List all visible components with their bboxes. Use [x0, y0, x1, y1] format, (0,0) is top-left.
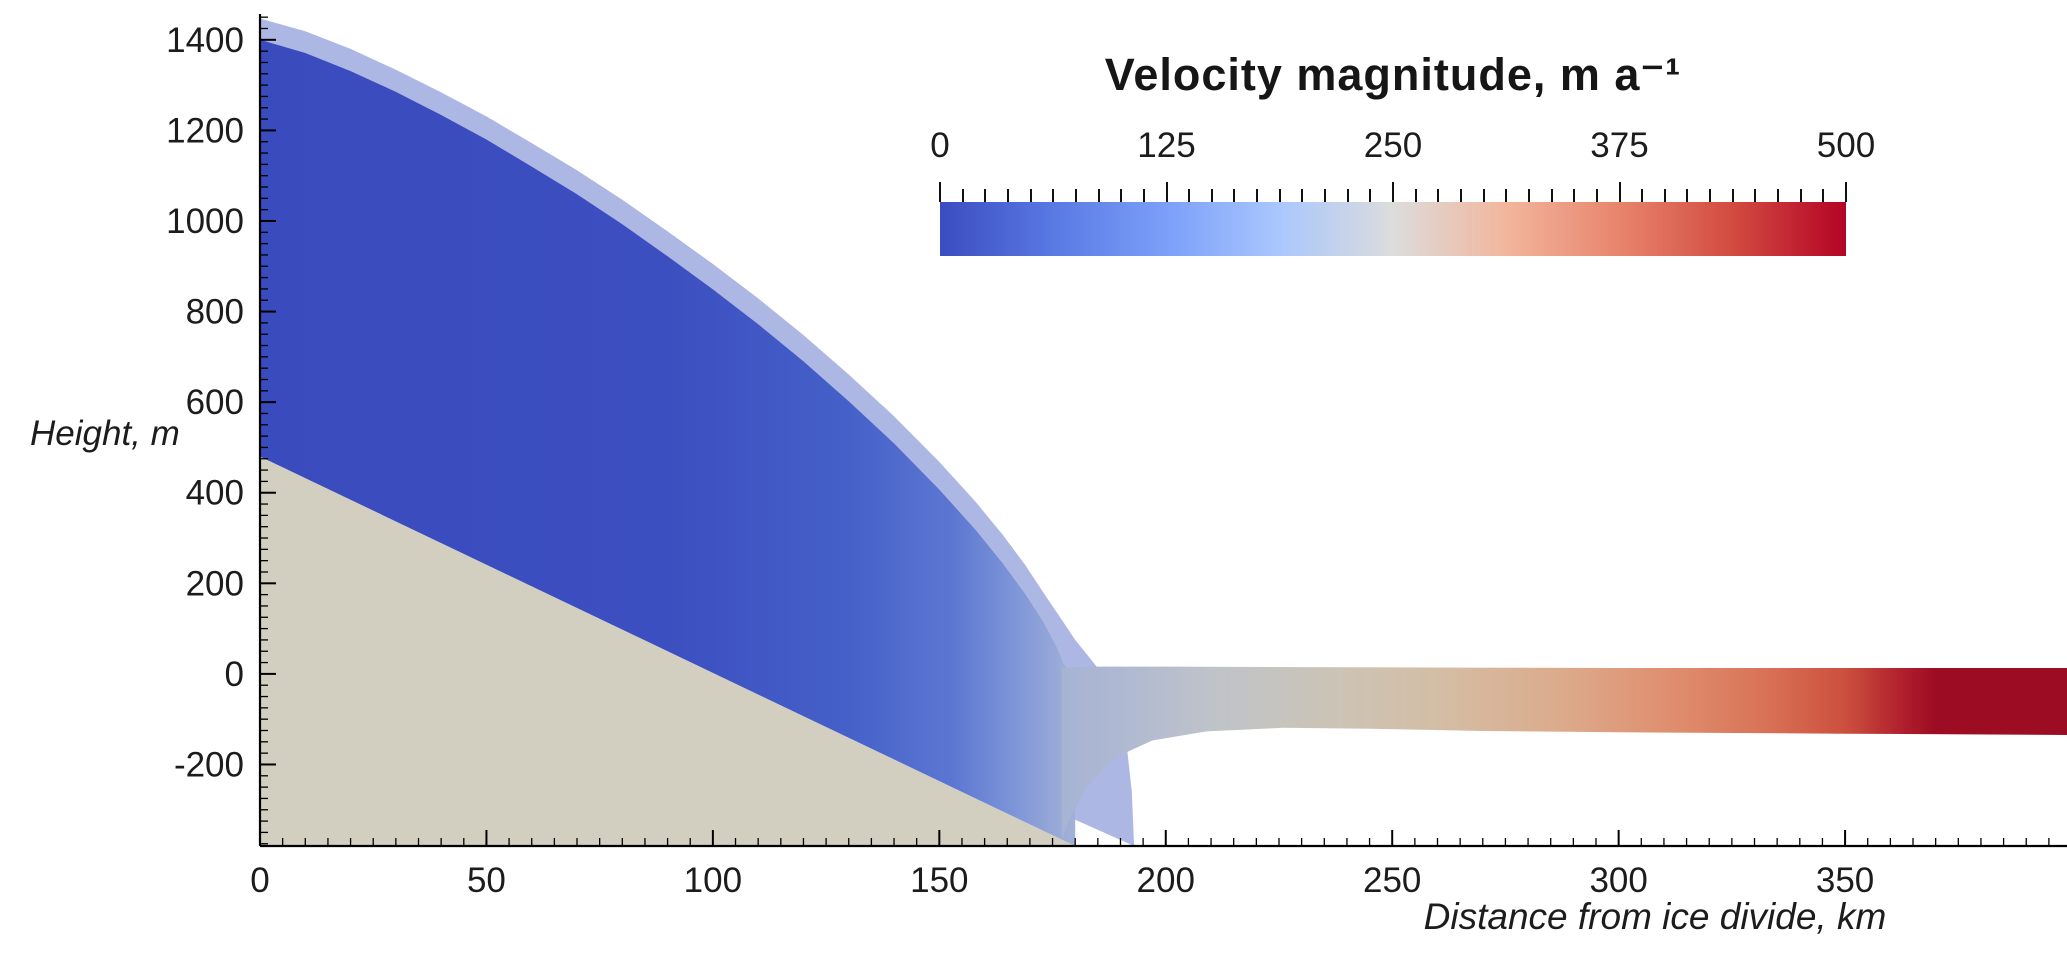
colorbar-minor-tick: [1482, 189, 1485, 202]
colorbar-title: Velocity magnitude, m a⁻¹: [1104, 49, 1682, 100]
x-tick-label: 0: [250, 861, 269, 900]
colorbar-minor-tick: [1437, 189, 1440, 202]
colorbar-minor-tick: [984, 189, 987, 202]
colorbar-tick-label: 250: [1363, 126, 1423, 165]
colorbar-minor-tick: [1550, 189, 1553, 202]
colorbar-minor-tick: [1120, 189, 1123, 202]
colorbar-minor-tick: [1052, 189, 1055, 202]
colorbar-ticks: [939, 180, 1847, 202]
colorbar-minor-tick: [1686, 189, 1689, 202]
colorbar-minor-tick: [1505, 189, 1508, 202]
colorbar-minor-tick: [1527, 189, 1530, 202]
colorbar-minor-tick: [1097, 189, 1100, 202]
colorbar-tick-labels: 0 125 250 375 500: [930, 126, 1875, 170]
x-tick-label: 250: [1363, 861, 1421, 900]
colorbar-tick-label: 0: [930, 126, 950, 165]
colorbar-minor-tick: [1573, 189, 1576, 202]
x-tick-label: 350: [1816, 861, 1874, 900]
colorbar-minor-tick: [1029, 189, 1032, 202]
colorbar-minor-tick: [1731, 189, 1734, 202]
colorbar-minor-tick: [1233, 189, 1236, 202]
colorbar-minor-tick: [1369, 189, 1372, 202]
x-tick-label: 200: [1137, 861, 1195, 900]
colorbar-minor-tick: [1754, 189, 1757, 202]
colorbar-major-tick: [939, 182, 941, 202]
x-tick-label: 150: [910, 861, 968, 900]
y-tick-label: 1200: [166, 111, 244, 150]
colorbar-minor-tick: [1595, 189, 1598, 202]
colorbar-minor-tick: [1301, 189, 1304, 202]
colorbar-minor-tick: [1663, 189, 1666, 202]
colorbar-minor-tick: [1346, 189, 1349, 202]
colorbar-minor-tick: [1324, 189, 1327, 202]
y-tick-label: 1000: [166, 202, 244, 241]
colorbar-minor-tick: [1210, 189, 1213, 202]
colorbar-minor-tick: [1799, 189, 1802, 202]
grounded-ice-dome: [260, 39, 1076, 847]
colorbar-tick-label: 125: [1137, 126, 1196, 165]
colorbar-minor-tick: [1414, 189, 1417, 202]
colorbar-minor-tick: [1822, 189, 1825, 202]
colorbar-minor-tick: [1709, 189, 1712, 202]
colorbar-minor-tick: [1278, 189, 1281, 202]
colorbar-minor-tick: [961, 189, 964, 202]
colorbar-major-tick: [1618, 182, 1621, 202]
y-tick-label: -200: [174, 745, 244, 784]
colorbar-major-tick: [1392, 182, 1394, 202]
x-axis-title: Distance from ice divide, km: [1423, 896, 1887, 937]
x-tick-label: 100: [684, 861, 742, 900]
colorbar-tick-label: 500: [1816, 126, 1876, 165]
colorbar-minor-tick: [1459, 189, 1462, 202]
colorbar-minor-tick: [1641, 189, 1644, 202]
y-tick-label: 0: [225, 655, 244, 694]
colorbar-minor-tick: [1006, 189, 1009, 202]
colorbar: Velocity magnitude, m a⁻¹ 0 125 250 375 500: [930, 48, 1875, 260]
y-tick-label: 1400: [166, 21, 244, 60]
y-tick-label: 800: [186, 293, 244, 332]
y-tick-label: 600: [186, 383, 244, 422]
colorbar-minor-tick: [1074, 189, 1077, 202]
colorbar-minor-tick: [1142, 189, 1145, 202]
floating-ice-shelf: [1061, 666, 2067, 841]
y-axis-title: Height, m: [30, 414, 180, 453]
colorbar-minor-tick: [1777, 189, 1780, 202]
x-tick-label: 50: [467, 861, 506, 900]
y-tick-label: 200: [186, 564, 244, 603]
y-tick-label: 400: [186, 474, 244, 513]
colorbar-major-tick: [1165, 182, 1168, 202]
colorbar-minor-tick: [1188, 189, 1191, 202]
colorbar-gradient: [940, 202, 1846, 256]
colorbar-minor-tick: [1256, 189, 1259, 202]
x-tick-label: 300: [1589, 861, 1647, 900]
colorbar-major-tick: [1845, 182, 1847, 202]
colorbar-tick-label: 375: [1590, 126, 1649, 165]
